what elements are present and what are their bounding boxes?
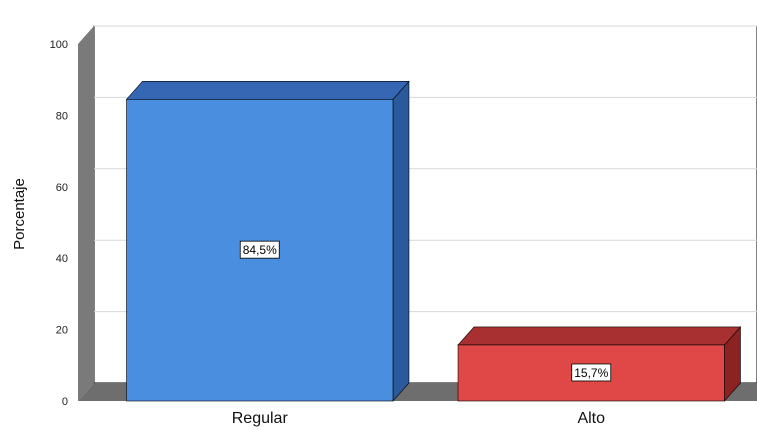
x-tick-label: Regular: [232, 410, 289, 427]
data-label: 84,5%: [239, 240, 280, 259]
data-label: 15,7%: [571, 363, 612, 382]
y-axis-title: Porcentaje: [11, 178, 28, 250]
y-tick-label: 60: [56, 182, 68, 194]
y-tick-label: 80: [56, 110, 68, 122]
bar-regular: [125, 80, 410, 402]
data-label-box: [571, 363, 612, 382]
plot-left-wall: [78, 26, 94, 401]
y-tick-label: 100: [50, 39, 68, 51]
y-tick-label: 20: [56, 325, 68, 337]
x-tick-label: Alto: [577, 410, 605, 427]
y-tick-label: 40: [56, 253, 68, 265]
data-label-box: [239, 240, 280, 259]
bar-top-face: [457, 326, 742, 346]
bar-side-face: [392, 80, 410, 402]
y-tick-label: 0: [62, 396, 68, 408]
data-label-text: 15,7%: [574, 366, 608, 380]
labels: 0 20 40 60 80 100 84,5% Regular 15,7% Alto: [50, 39, 612, 427]
data-label-text: 84,5%: [243, 243, 277, 257]
bar-top-face: [125, 81, 410, 100]
